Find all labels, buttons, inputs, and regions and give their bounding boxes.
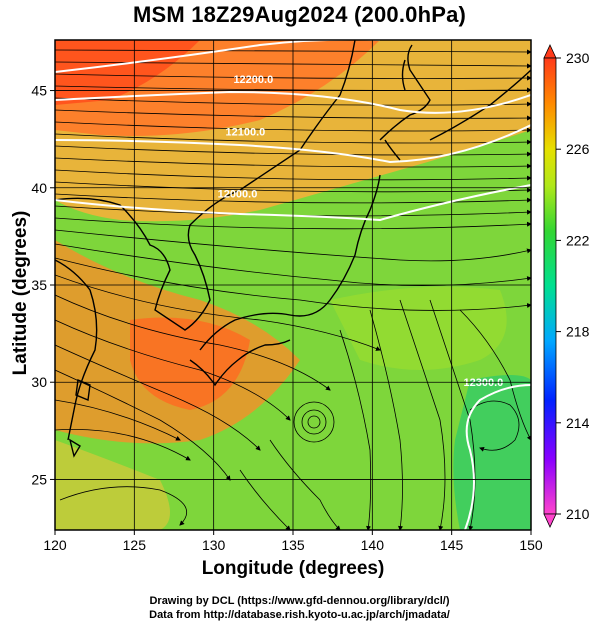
y-tick-label: 25 — [31, 471, 47, 487]
height-contours — [55, 40, 531, 530]
colorbar-scale — [543, 57, 557, 515]
x-tick-label: 140 — [361, 537, 385, 553]
colorbar-tick-label: 226 — [566, 141, 590, 157]
contour-label: 12300.0 — [464, 377, 504, 389]
y-tick-label: 40 — [31, 180, 47, 196]
x-tick-label: 120 — [43, 537, 67, 553]
colorbar-top-triangle — [543, 44, 557, 59]
y-axis-label: Latitude (degrees) — [10, 210, 31, 376]
drawing-credit: Drawing by DCL (https://www.gfd-dennou.o… — [149, 595, 450, 607]
x-tick-label: 135 — [281, 537, 305, 553]
colorbar-ticks: 210 214 218 222 226 230 — [556, 50, 590, 522]
wind-streamlines — [55, 49, 531, 530]
x-axis-ticks: 120 125 130 135 140 145 150 — [43, 530, 543, 553]
map-title: MSM 18Z29Aug2024 (200.0hPa) — [132, 2, 467, 27]
y-tick-label: 45 — [31, 83, 47, 99]
x-tick-label: 145 — [440, 537, 464, 553]
contour-label: 12000.0 — [218, 189, 258, 201]
x-tick-label: 125 — [123, 537, 147, 553]
colorbar-bottom-triangle — [543, 513, 557, 528]
contour-labels: 12200.0 12100.0 12000.0 12300.0 — [218, 74, 504, 389]
colorbar-tick-label: 222 — [566, 232, 590, 248]
colorbar-tick-label: 230 — [566, 50, 590, 66]
contour-label: 12100.0 — [226, 126, 266, 138]
x-tick-label: 130 — [202, 537, 226, 553]
data-credit: Data from http://database.rish.kyoto-u.a… — [149, 609, 450, 621]
y-axis-ticks: 25 30 35 40 45 — [31, 83, 55, 487]
colorbar-tick-label: 218 — [566, 324, 590, 340]
x-axis-label: Longitude (degrees) — [201, 558, 385, 579]
colorbar-tick-label: 214 — [566, 415, 590, 431]
colorbar: 210 214 218 222 226 230 — [543, 44, 590, 528]
y-tick-label: 30 — [31, 374, 47, 390]
contour-label: 12200.0 — [233, 74, 273, 86]
colorbar-tick-label: 210 — [566, 506, 590, 522]
x-tick-label: 150 — [519, 537, 543, 553]
y-tick-label: 35 — [31, 277, 47, 293]
